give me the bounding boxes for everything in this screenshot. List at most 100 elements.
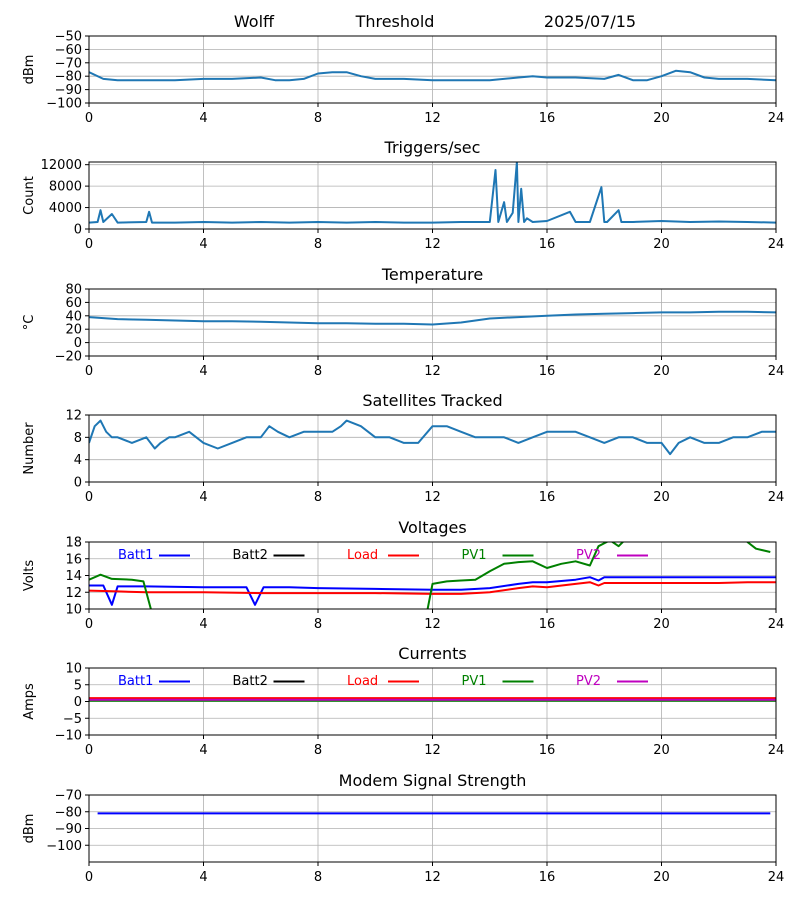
x-tick-label: 24: [768, 617, 785, 632]
y-tick-label: −90: [55, 822, 82, 837]
y-tick-label: −100: [46, 839, 82, 854]
x-tick-label: 0: [85, 111, 93, 126]
y-tick-label: 12000: [41, 158, 82, 173]
y-tick-label: 10: [65, 603, 82, 618]
y-tick-label: 40: [65, 309, 82, 324]
x-tick-label: 20: [653, 111, 670, 126]
y-tick-label: 0: [74, 336, 82, 351]
x-tick-label: 12: [424, 743, 441, 758]
chart-title: Temperature: [381, 265, 483, 284]
x-tick-label: 0: [85, 617, 93, 632]
y-tick-label: 0: [74, 695, 82, 710]
x-tick-label: 4: [199, 743, 207, 758]
legend-label-load: Load: [347, 548, 378, 563]
x-tick-label: 20: [653, 743, 670, 758]
y-tick-label: 8000: [49, 180, 82, 195]
x-tick-label: 8: [314, 237, 322, 252]
series-line-1: [89, 162, 776, 224]
y-tick-label: 10: [65, 662, 82, 677]
mode-label: Threshold: [355, 12, 435, 31]
x-tick-label: 16: [539, 617, 556, 632]
y-axis-label: dBm: [22, 55, 37, 85]
x-tick-label: 4: [199, 237, 207, 252]
y-tick-label: −50: [55, 30, 82, 45]
x-tick-label: 0: [85, 490, 93, 505]
y-tick-label: −10: [55, 729, 82, 744]
x-tick-label: 20: [653, 617, 670, 632]
y-axis-label: Volts: [22, 560, 37, 592]
x-tick-label: 8: [314, 870, 322, 885]
x-tick-label: 4: [199, 364, 207, 379]
x-tick-label: 12: [424, 490, 441, 505]
y-tick-label: 4: [74, 453, 82, 468]
y-tick-label: −20: [55, 350, 82, 365]
x-tick-label: 16: [539, 111, 556, 126]
y-tick-label: −60: [55, 43, 82, 58]
x-tick-label: 12: [424, 237, 441, 252]
legend-label-pv1: PV1: [462, 674, 487, 689]
x-tick-label: 12: [424, 617, 441, 632]
y-tick-label: −80: [55, 70, 82, 85]
chart-panel-4: 0 4 8 12 16 20 24 0 4 8 12 Satellites Tracked Number: [22, 391, 784, 505]
chart-panel-6: 0 4 8 12 16 20 24 −10 −5 0 510 Currents Amps Batt1 Bat…: [22, 644, 784, 758]
legend-label-pv2: PV2: [576, 548, 601, 563]
x-tick-label: 16: [539, 490, 556, 505]
y-tick-label: 0: [74, 223, 82, 238]
y-tick-label: −90: [55, 83, 82, 98]
x-tick-label: 12: [424, 364, 441, 379]
chart-title: Triggers/sec: [384, 138, 481, 157]
y-tick-label: 8: [74, 431, 82, 446]
y-tick-label: −80: [55, 805, 82, 820]
x-tick-label: 20: [653, 237, 670, 252]
series-line-1: [89, 310, 776, 326]
chart-panel-2: 0 4 8 12 16 20 24 0 4000 8000 12000 Triggers/sec Cou…: [22, 138, 784, 252]
x-tick-label: 24: [768, 743, 785, 758]
y-tick-label: 20: [65, 323, 82, 338]
x-tick-label: 24: [768, 237, 785, 252]
x-tick-label: 8: [314, 490, 322, 505]
x-tick-label: 4: [199, 490, 207, 505]
x-tick-label: 16: [539, 870, 556, 885]
y-tick-label: −100: [46, 97, 82, 112]
x-tick-label: 24: [768, 870, 785, 885]
legend-label-batt2: Batt2: [233, 674, 268, 689]
x-tick-label: 0: [85, 237, 93, 252]
y-tick-label: 14: [65, 569, 82, 584]
x-tick-label: 8: [314, 617, 322, 632]
x-tick-label: 24: [768, 111, 785, 126]
x-tick-label: 12: [424, 111, 441, 126]
x-tick-label: 0: [85, 364, 93, 379]
series-line-pv1: [89, 542, 771, 609]
y-axis-label: Amps: [22, 683, 37, 720]
x-tick-label: 20: [653, 364, 670, 379]
y-axis-label: Count: [22, 176, 37, 215]
series-line-1: [89, 69, 776, 82]
y-tick-label: 60: [65, 296, 82, 311]
legend-label-batt2: Batt2: [233, 548, 268, 563]
legend-label-batt1: Batt1: [118, 548, 153, 563]
x-tick-label: 16: [539, 364, 556, 379]
y-tick-label: −70: [55, 56, 82, 71]
x-tick-label: 12: [424, 870, 441, 885]
x-tick-label: 16: [539, 743, 556, 758]
x-tick-label: 8: [314, 364, 322, 379]
x-tick-label: 24: [768, 364, 785, 379]
chart-title: Currents: [398, 644, 466, 663]
y-tick-label: 12: [65, 409, 82, 424]
y-tick-label: 5: [74, 678, 82, 693]
chart-panel-7: 0 4 8 12 16 20 24 −100 −90 −80−70 Modem Signal Str…: [22, 771, 784, 885]
series-line-load: [89, 581, 776, 595]
y-tick-label: −5: [63, 712, 82, 727]
x-tick-label: 20: [653, 490, 670, 505]
legend-label-load: Load: [347, 674, 378, 689]
x-tick-label: 20: [653, 870, 670, 885]
y-axis-label: dBm: [22, 814, 37, 844]
chart-title: Voltages: [398, 518, 466, 537]
y-tick-label: 80: [65, 283, 82, 298]
series-line-1: [89, 419, 776, 456]
chart-panel-1: 0 4 8 12 16 20 24 −100−90−80−70−60−50 dBm: [22, 30, 784, 127]
legend-label-batt1: Batt1: [118, 674, 153, 689]
